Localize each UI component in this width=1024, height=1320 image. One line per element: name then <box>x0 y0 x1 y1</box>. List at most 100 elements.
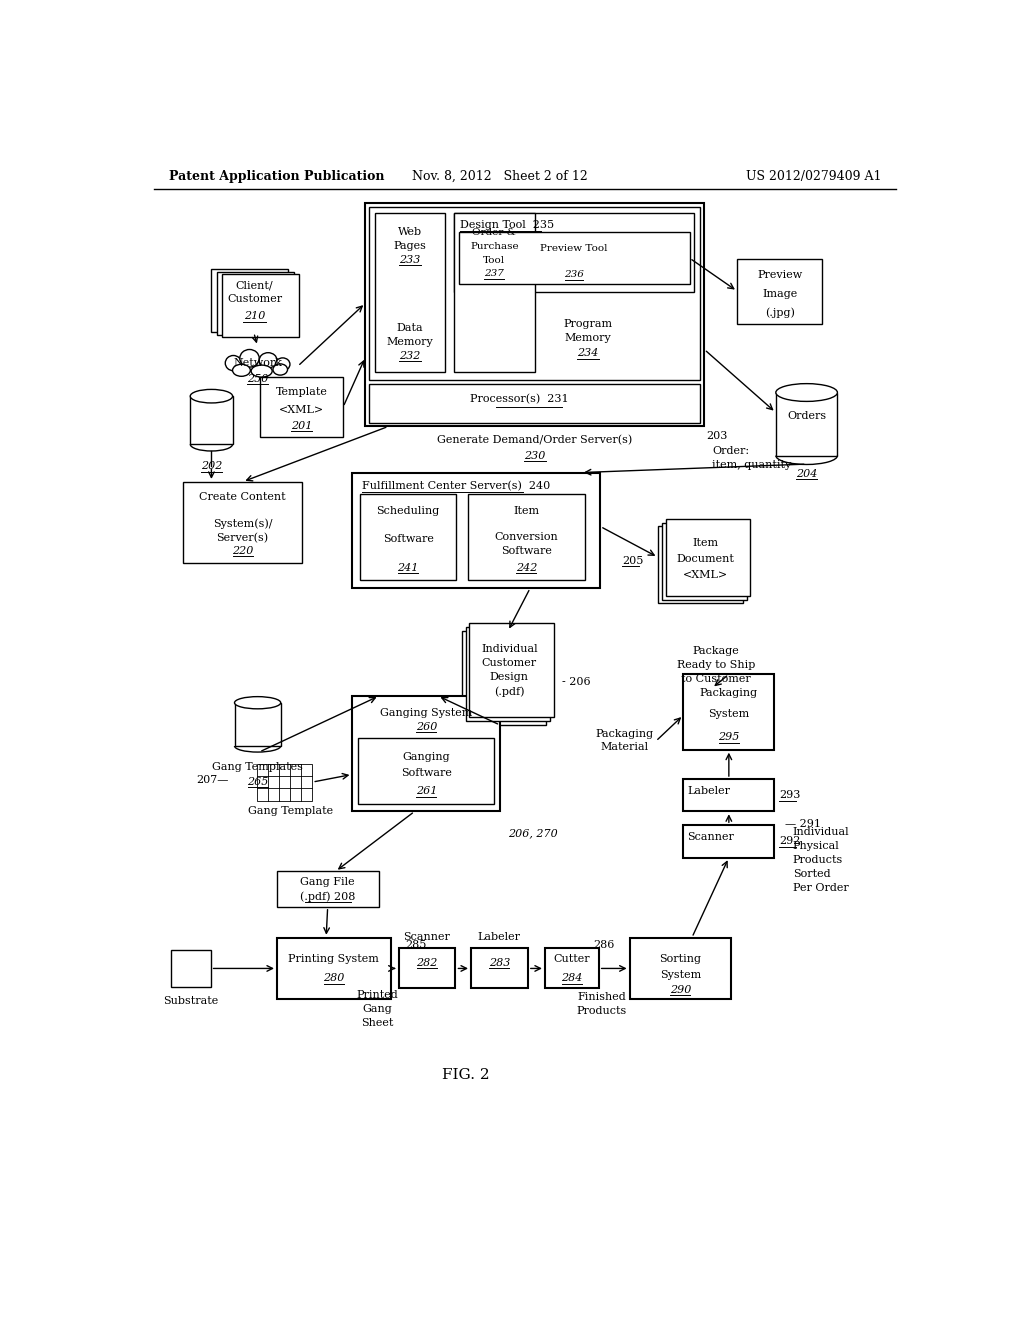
Text: Preview Tool: Preview Tool <box>541 244 608 253</box>
Text: Gang Template: Gang Template <box>248 807 333 816</box>
Text: 203: 203 <box>707 430 728 441</box>
Ellipse shape <box>259 352 278 368</box>
Bar <box>776 392 838 455</box>
Ellipse shape <box>275 358 290 371</box>
Bar <box>358 738 494 804</box>
Text: Preview: Preview <box>757 271 802 280</box>
Text: 210: 210 <box>244 312 265 321</box>
Text: Design Tool  235: Design Tool 235 <box>460 220 554 231</box>
Bar <box>658 527 742 603</box>
Text: 290: 290 <box>670 985 691 995</box>
Text: Software: Software <box>383 533 433 544</box>
Bar <box>666 519 751 595</box>
Bar <box>260 378 343 437</box>
Text: 234: 234 <box>578 348 598 358</box>
Bar <box>234 702 281 746</box>
Text: 280: 280 <box>324 973 344 983</box>
Text: Data: Data <box>396 323 423 333</box>
Text: Item: Item <box>513 506 540 516</box>
Bar <box>454 213 694 292</box>
Text: Packaging: Packaging <box>596 729 654 739</box>
Text: Printing System: Printing System <box>289 954 379 964</box>
Text: 292: 292 <box>779 837 801 846</box>
Text: Image: Image <box>762 289 798 298</box>
Text: Tool: Tool <box>483 256 506 264</box>
Bar <box>222 275 299 337</box>
Text: Packaging: Packaging <box>699 688 758 698</box>
Text: - 206: - 206 <box>562 677 591 686</box>
Text: Generate Demand/Order Server(s): Generate Demand/Order Server(s) <box>437 436 633 445</box>
Bar <box>398 949 456 989</box>
Ellipse shape <box>190 389 232 403</box>
Text: Processor(s)  231: Processor(s) 231 <box>470 393 568 404</box>
Bar <box>630 937 731 999</box>
Text: Printed: Printed <box>356 990 398 1001</box>
Ellipse shape <box>273 364 288 375</box>
Text: Create Content: Create Content <box>200 492 286 502</box>
Bar <box>370 384 700 422</box>
Bar <box>276 937 391 999</box>
Bar <box>683 779 774 812</box>
Text: Physical: Physical <box>793 841 840 851</box>
Text: Template: Template <box>275 388 328 397</box>
Text: 286: 286 <box>594 940 614 950</box>
Text: Program: Program <box>563 319 612 329</box>
Text: Orders: Orders <box>787 412 826 421</box>
Text: Server(s): Server(s) <box>216 532 268 543</box>
Text: 265: 265 <box>247 777 268 787</box>
Text: Memory: Memory <box>387 337 433 347</box>
Text: Fulfillment Center Server(s)  240: Fulfillment Center Server(s) 240 <box>361 482 550 491</box>
Text: Sorting: Sorting <box>659 954 701 964</box>
Text: 237: 237 <box>484 269 505 279</box>
Text: Ready to Ship: Ready to Ship <box>677 660 755 671</box>
Bar <box>683 825 774 858</box>
Text: 236: 236 <box>564 271 584 279</box>
Text: Ganging: Ganging <box>402 751 451 762</box>
Text: 202: 202 <box>201 462 222 471</box>
Text: 283: 283 <box>488 958 510 968</box>
Text: <XML>: <XML> <box>683 570 728 579</box>
Text: 220: 220 <box>231 546 253 556</box>
Text: 205: 205 <box>622 556 643 566</box>
Text: System(s)/: System(s)/ <box>213 519 272 529</box>
Bar <box>468 494 585 581</box>
Text: Network: Network <box>233 358 282 368</box>
Text: Labeler: Labeler <box>478 932 521 942</box>
Text: Package: Package <box>692 647 739 656</box>
Text: 232: 232 <box>399 351 421 360</box>
Text: Scanner: Scanner <box>687 832 734 842</box>
Text: 233: 233 <box>399 255 421 265</box>
Text: 282: 282 <box>417 958 437 968</box>
Text: Nov. 8, 2012   Sheet 2 of 12: Nov. 8, 2012 Sheet 2 of 12 <box>413 169 588 182</box>
Text: 207—: 207— <box>197 775 229 785</box>
Text: Ganging System: Ganging System <box>380 708 472 718</box>
Text: System: System <box>709 709 750 718</box>
Bar <box>545 949 599 989</box>
Text: Gang: Gang <box>362 1005 392 1014</box>
Bar <box>683 675 774 750</box>
Bar <box>352 696 500 812</box>
Text: Item: Item <box>692 539 719 548</box>
Ellipse shape <box>240 350 259 367</box>
Text: 260: 260 <box>416 722 437 731</box>
Bar <box>257 763 312 800</box>
Text: 201: 201 <box>291 421 312 430</box>
Text: Order:: Order: <box>712 446 749 455</box>
Bar <box>454 213 535 372</box>
Bar <box>737 259 822 323</box>
Text: Individual: Individual <box>481 644 538 653</box>
Bar <box>183 482 302 562</box>
Text: item, quantity: item, quantity <box>712 459 792 470</box>
Ellipse shape <box>251 366 272 378</box>
Text: 285: 285 <box>404 940 426 950</box>
Text: Gang File: Gang File <box>300 878 355 887</box>
Bar <box>360 494 457 581</box>
Bar <box>217 272 294 335</box>
Text: Scheduling: Scheduling <box>377 506 439 516</box>
Text: <XML>: <XML> <box>279 405 324 416</box>
Text: Cutter: Cutter <box>553 954 590 964</box>
Text: Web: Web <box>398 227 422 238</box>
Bar <box>171 950 211 987</box>
Text: 261: 261 <box>416 787 437 796</box>
Bar <box>376 213 444 372</box>
